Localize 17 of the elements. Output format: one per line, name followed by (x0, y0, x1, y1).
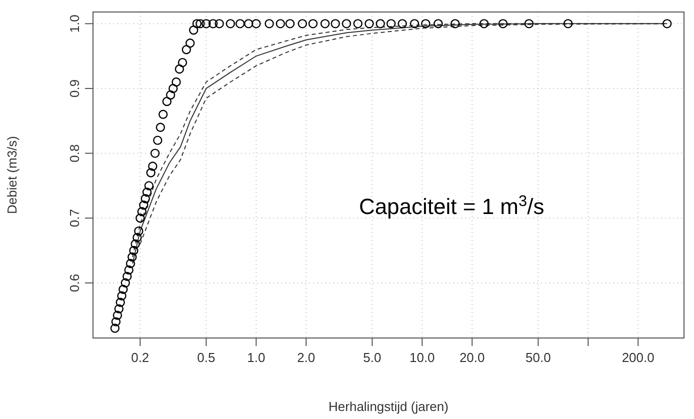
y-tick-label: 1.0 (67, 14, 82, 33)
x-tick-label: 200.0 (622, 350, 654, 365)
y-tick-label: 0.8 (67, 144, 82, 162)
x-tick-label: 0.5 (197, 350, 216, 365)
x-tick-label: 1.0 (247, 350, 266, 365)
x-tick-label: 10.0 (409, 350, 435, 365)
x-axis-title: Herhalingstijd (jaren) (328, 399, 448, 414)
x-tick-label: 2.0 (297, 350, 316, 365)
x-tick-label: 5.0 (363, 350, 382, 365)
y-axis-title: Debiet (m3/s) (4, 136, 20, 214)
annotation: Capaciteit = 1 m$^{3}$/s (358, 192, 544, 220)
x-tick-label: 0.2 (131, 350, 150, 365)
y-tick-label: 0.6 (67, 274, 82, 292)
y-tick-label: 0.9 (67, 79, 82, 98)
x-tick-label: 20.0 (459, 350, 485, 365)
x-tick-label: 50.0 (526, 350, 551, 365)
y-tick-label: 0.7 (67, 209, 82, 228)
